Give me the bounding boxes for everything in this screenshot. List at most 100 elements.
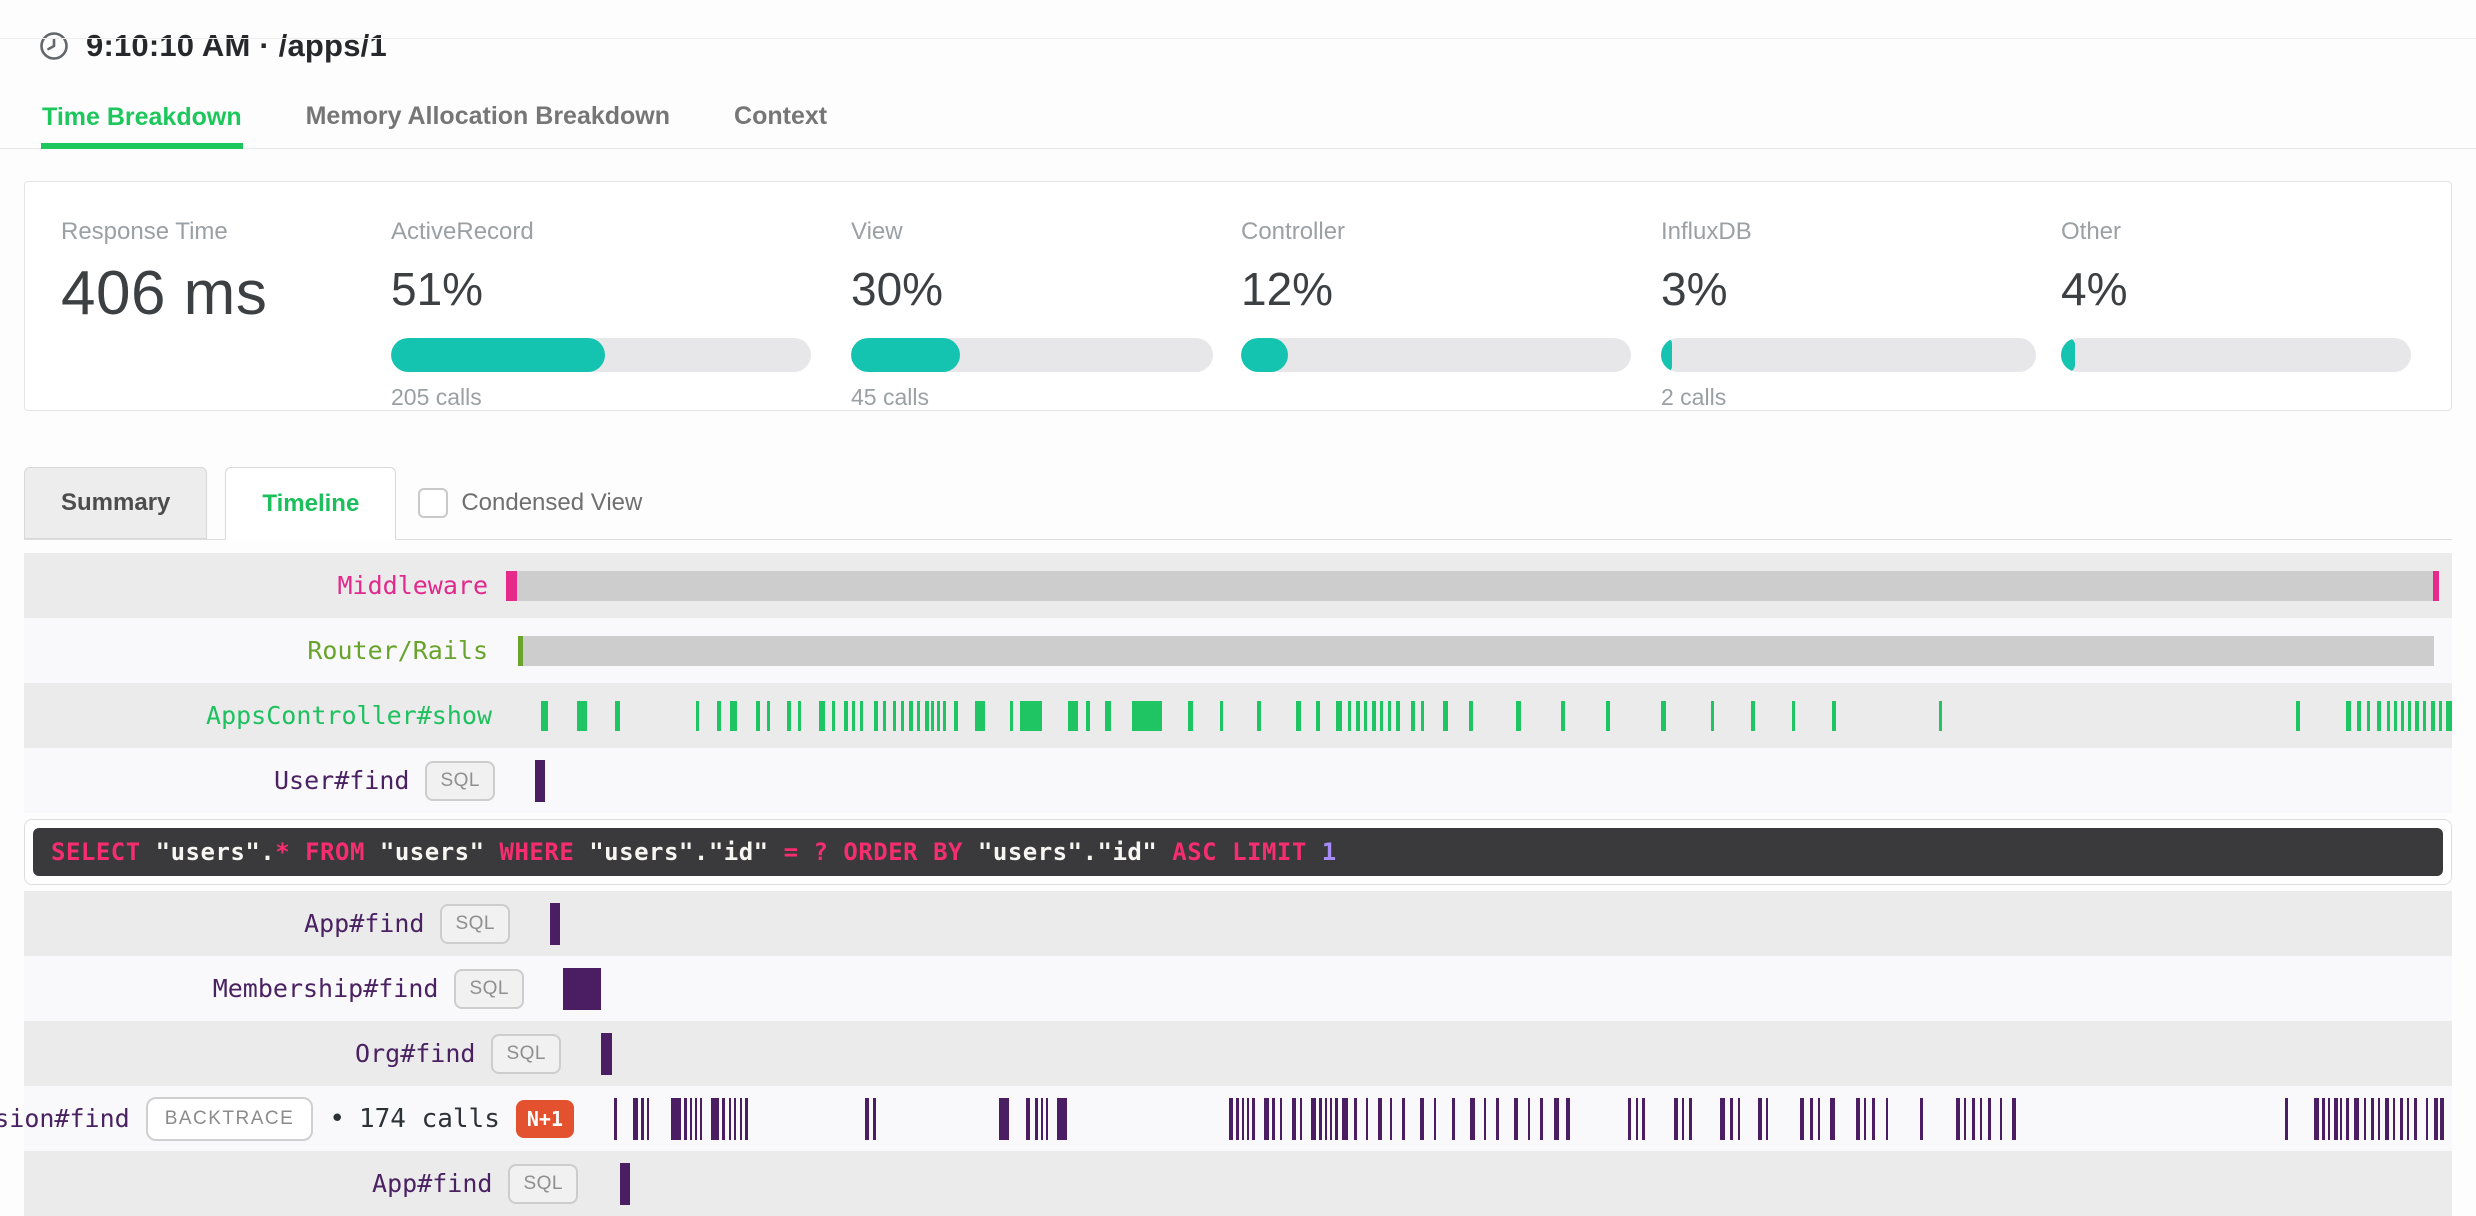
- sql-query-box: SELECT "users". * FROM "users" WHERE "use…: [24, 819, 2452, 885]
- activity-stripe: [874, 700, 878, 731]
- query-call-stripe: [734, 1097, 736, 1140]
- row-label: App#find: [372, 1169, 493, 1198]
- row-label-group: Membership#find SQL: [213, 956, 524, 1021]
- query-call-stripe: [633, 1097, 638, 1140]
- metric-percent: 30%: [851, 263, 944, 315]
- metric-percent: 51%: [391, 263, 484, 315]
- row-label-group: App#find SQL: [304, 891, 510, 956]
- sql-token: [1307, 838, 1322, 866]
- query-call-stripe: [1252, 1097, 1255, 1140]
- query-call-stripe: [1280, 1097, 1282, 1140]
- activity-stripe: [883, 700, 886, 731]
- timeline-bar: [563, 967, 601, 1010]
- timeline-row-user-find: User#find SQL: [24, 748, 2452, 813]
- query-call-stripe: [1452, 1097, 1455, 1140]
- query-call-stripe: [2340, 1097, 2342, 1140]
- activity-stripe: [1711, 700, 1714, 731]
- query-call-stripe: [1236, 1097, 1239, 1140]
- metric-label: Other: [2061, 218, 2122, 245]
- metric-calls: 2 calls: [1661, 384, 1727, 410]
- query-call-stripe: [641, 1097, 644, 1140]
- query-call-stripe: [1800, 1097, 1804, 1140]
- query-call-stripe: [1342, 1097, 1348, 1140]
- metric-label: Response Time: [61, 218, 228, 245]
- query-call-stripe: [1674, 1097, 1678, 1140]
- query-call-stripe: [1864, 1097, 1866, 1140]
- activity-stripe: [2394, 700, 2397, 731]
- query-call-stripe: [1354, 1097, 1357, 1140]
- query-call-stripe: [1046, 1097, 1048, 1140]
- activity-stripe: [2439, 700, 2442, 731]
- sql-token: *: [275, 838, 291, 866]
- query-call-stripe: [1566, 1097, 1570, 1140]
- n-plus-one-badge[interactable]: N+1: [515, 1099, 574, 1138]
- activity-stripe: [2387, 700, 2390, 731]
- activity-stripe: [893, 700, 896, 731]
- activity-stripe: [844, 700, 848, 731]
- query-call-stripe: [2000, 1097, 2002, 1140]
- sql-token: [574, 838, 589, 866]
- sql-badge[interactable]: SQL: [440, 903, 510, 944]
- query-call-stripe: [2328, 1097, 2330, 1140]
- activity-stripe: [2357, 700, 2361, 731]
- query-call-stripe: [1325, 1097, 1327, 1140]
- timeline-bar: [518, 635, 2434, 666]
- row-label: Version#find: [0, 1104, 130, 1133]
- query-call-stripe: [2364, 1097, 2366, 1140]
- sql-token: [290, 838, 305, 866]
- sql-token: [769, 838, 784, 866]
- sql-badge[interactable]: SQL: [454, 968, 524, 1009]
- tab-memory-allocation-breakdown[interactable]: Memory Allocation Breakdown: [305, 102, 671, 130]
- row-label-group: Version#find BACKTRACE •174 calls N+1: [0, 1086, 574, 1151]
- query-call-stripe: [695, 1097, 697, 1140]
- query-call-stripe: [2314, 1097, 2319, 1140]
- timeline: Middleware Router/Rails AppsController#sho…: [0, 553, 2476, 1216]
- activity-stripe: [2367, 700, 2370, 731]
- activity-stripe: [925, 700, 929, 731]
- activity-stripe: [787, 700, 791, 731]
- query-call-stripe: [2434, 1097, 2438, 1140]
- tab-time-breakdown[interactable]: Time Breakdown: [41, 103, 243, 149]
- activity-stripe: [615, 700, 620, 731]
- activity-stripe: [943, 700, 946, 731]
- activity-stripe: [2296, 700, 2300, 731]
- query-call-stripe: [1035, 1097, 1038, 1140]
- query-call-stripe: [729, 1097, 731, 1140]
- metric-percent: 4%: [2061, 263, 2128, 315]
- activity-stripe: [2446, 700, 2452, 731]
- sql-query-text: SELECT "users". * FROM "users" WHERE "use…: [33, 828, 2443, 876]
- query-call-stripe: [2012, 1097, 2016, 1140]
- query-call-stripe: [1300, 1097, 1302, 1140]
- metric-controller: Controller 12%: [1241, 218, 1631, 412]
- sql-token: =: [783, 838, 799, 866]
- row-label: Middleware: [337, 571, 488, 600]
- tab-summary[interactable]: Summary: [24, 467, 208, 539]
- activity-stripe: [756, 700, 760, 731]
- sql-badge[interactable]: SQL: [508, 1163, 578, 1204]
- sql-badge[interactable]: SQL: [491, 1033, 561, 1074]
- sql-token: [141, 838, 156, 866]
- activity-stripe: [1832, 700, 1836, 731]
- activity-stripe: [975, 700, 985, 731]
- query-call-stripe: [2371, 1097, 2374, 1140]
- sql-token: [485, 838, 500, 866]
- sql-token: [963, 838, 978, 866]
- query-call-stripe: [614, 1097, 617, 1140]
- activity-stripe: [832, 700, 835, 731]
- query-call-stripe: [2393, 1097, 2395, 1140]
- query-call-stripe: [1496, 1097, 1499, 1140]
- row-label-group: Org#find SQL: [355, 1021, 561, 1086]
- activity-stripe: [909, 700, 913, 731]
- metric-calls: [1241, 384, 1631, 412]
- activity-stripe: [2431, 700, 2435, 731]
- condensed-view-checkbox[interactable]: [418, 488, 449, 518]
- progress-bar: [391, 338, 811, 372]
- metric-calls: 205 calls: [391, 384, 482, 410]
- metric-percent: 12%: [1241, 263, 1334, 315]
- response-time-value: 406 ms: [61, 259, 268, 328]
- backtrace-button[interactable]: BACKTRACE: [145, 1096, 314, 1141]
- metric-label: ActiveRecord: [391, 218, 534, 245]
- tab-timeline[interactable]: Timeline: [225, 467, 397, 540]
- tab-context[interactable]: Context: [734, 102, 828, 130]
- sql-badge[interactable]: SQL: [425, 760, 495, 801]
